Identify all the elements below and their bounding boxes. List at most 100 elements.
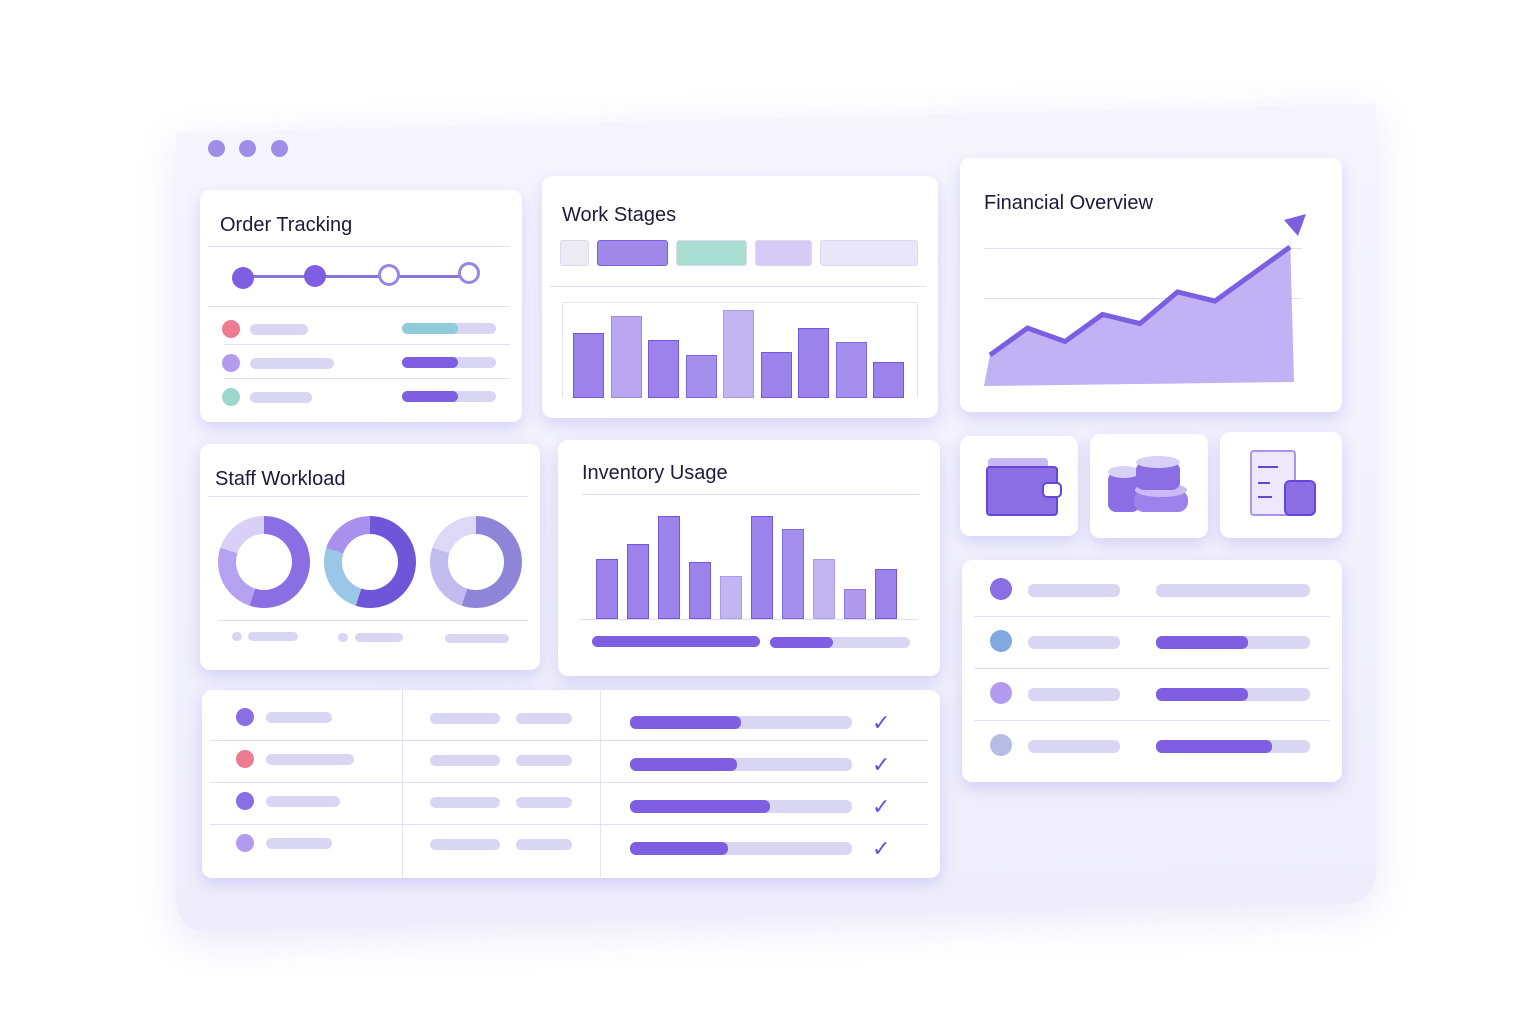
row-progress: [402, 323, 496, 334]
chart-bar: [573, 333, 604, 398]
card-title: Staff Workload: [215, 468, 346, 490]
divider: [974, 720, 1330, 721]
checkmark-icon[interactable]: ✓: [872, 794, 891, 819]
chart-bar: [813, 559, 835, 619]
donut-chart: [430, 516, 522, 608]
cell-value: [516, 839, 572, 850]
status-dot: [236, 834, 254, 852]
status-dot: [236, 792, 254, 810]
chart-bar: [875, 569, 897, 619]
coins-tile[interactable]: [1090, 434, 1208, 538]
stage-segment[interactable]: [597, 240, 669, 266]
row-progress: [1156, 584, 1310, 597]
stage-segment[interactable]: [560, 240, 590, 266]
chart-bar: [751, 516, 773, 619]
legend-label: [445, 634, 509, 643]
step-complete[interactable]: [232, 267, 254, 289]
row-progress: [630, 758, 852, 771]
legend-label: [248, 632, 298, 641]
row-progress: [402, 391, 496, 402]
step-pending[interactable]: [378, 264, 400, 286]
area-fill: [984, 234, 1294, 386]
chart-bar: [798, 328, 829, 398]
donut-chart: [324, 516, 416, 608]
row-label: [266, 838, 332, 849]
row-label: [266, 796, 340, 807]
donut-hole: [448, 534, 504, 590]
progress-fill: [402, 391, 459, 402]
row-progress: [630, 716, 852, 729]
row-progress: [630, 842, 852, 855]
cell-value: [516, 713, 572, 724]
checkmark-icon[interactable]: ✓: [872, 752, 891, 777]
coins-icon: [1108, 456, 1188, 512]
stage-segment[interactable]: [819, 240, 919, 266]
divider: [210, 782, 928, 783]
card-title: Order Tracking: [220, 214, 353, 236]
step-pending[interactable]: [458, 262, 480, 284]
progress-fill: [1156, 740, 1272, 753]
cell-value: [430, 839, 500, 850]
cell-value: [516, 797, 572, 808]
chart-bar: [720, 576, 742, 619]
stepper-track: [242, 275, 470, 278]
row-label: [250, 358, 334, 369]
checkmark-icon[interactable]: ✓: [872, 836, 891, 861]
row-label: [266, 712, 332, 723]
divider: [224, 344, 510, 345]
chart-bar: [689, 562, 711, 619]
chart-bar: [873, 362, 904, 398]
cell-value: [516, 755, 572, 766]
status-dot: [990, 630, 1012, 652]
stage-segment[interactable]: [676, 240, 747, 266]
step-complete[interactable]: [304, 265, 326, 287]
chart-bar: [782, 529, 804, 619]
document-tile[interactable]: [1220, 432, 1342, 538]
row-label: [250, 392, 312, 403]
wallet-tile[interactable]: [960, 436, 1078, 536]
status-dot: [990, 682, 1012, 704]
divider: [210, 740, 928, 741]
chart-bar: [648, 340, 679, 398]
status-dot: [222, 354, 240, 372]
status-dot: [222, 320, 240, 338]
arrow-head-icon: [1284, 214, 1306, 236]
trend-line: [988, 244, 1292, 358]
row-progress: [402, 357, 496, 368]
chart-bar: [596, 559, 618, 619]
task-table-card: ✓ ✓ ✓ ✓: [202, 690, 940, 878]
order-tracking-card: Order Tracking: [200, 190, 522, 422]
divider: [974, 616, 1330, 617]
divider: [224, 378, 510, 379]
window-control-dot[interactable]: [239, 140, 256, 157]
status-dot: [990, 734, 1012, 756]
legend-swatch: [232, 632, 242, 641]
checkmark-icon[interactable]: ✓: [872, 710, 891, 735]
work-stages-card: Work Stages: [542, 176, 938, 418]
cell-value: [430, 755, 500, 766]
row-progress: [1156, 740, 1310, 753]
inventory-chart: [580, 512, 918, 620]
donut-hole: [236, 534, 292, 590]
work-stages-chart: [562, 302, 918, 398]
row-label: [266, 754, 354, 765]
chart-bar: [685, 355, 717, 398]
chart-bar: [760, 352, 792, 398]
window-control-dot[interactable]: [208, 140, 225, 157]
staff-workload-card: Staff Workload: [200, 444, 540, 670]
donut-chart: [218, 516, 310, 608]
row-progress: [1156, 688, 1310, 701]
status-dot: [990, 578, 1012, 600]
progress-fill: [1156, 636, 1249, 649]
progress-fill: [402, 357, 459, 368]
window-control-dot[interactable]: [271, 140, 288, 157]
progress-fill: [1156, 688, 1249, 701]
legend-label: [355, 633, 403, 642]
stage-segment[interactable]: [754, 240, 812, 266]
status-dot: [236, 708, 254, 726]
chart-bar: [658, 516, 680, 619]
chart-bar: [627, 544, 649, 619]
row-label: [1028, 740, 1120, 753]
status-dot: [222, 388, 240, 406]
progress-fill: [630, 842, 728, 855]
